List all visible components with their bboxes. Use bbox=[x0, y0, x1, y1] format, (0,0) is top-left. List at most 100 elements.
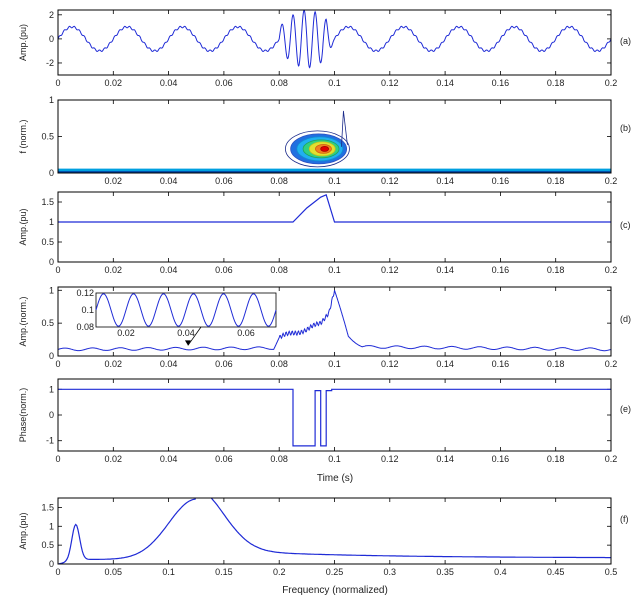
y-tick-label: 0 bbox=[49, 351, 54, 361]
x-tick-label: 0.1 bbox=[328, 78, 341, 88]
x-tick-label: 0.02 bbox=[105, 176, 123, 186]
axes-frame bbox=[57, 99, 612, 174]
x-tick-label: 0.04 bbox=[160, 78, 178, 88]
y-tick-label: 2 bbox=[49, 10, 54, 20]
y-tick-label: 0 bbox=[49, 34, 54, 44]
panel-label-f: (f) bbox=[620, 514, 629, 524]
inset-y-tick-label: 0.08 bbox=[76, 322, 94, 332]
y-tick-label: -2 bbox=[46, 58, 54, 68]
x-tick-label: 0.16 bbox=[492, 78, 510, 88]
x-tick-label: 0.12 bbox=[381, 78, 399, 88]
x-tick-label: 0.12 bbox=[381, 176, 399, 186]
panel-e: Phase(norm.) 0 0.02 0.04 0.06 0.08 0.1 0.12 0.14… bbox=[18, 378, 618, 464]
ylabel: Amp.(norm.) bbox=[18, 296, 28, 346]
x-tick-label: 0 bbox=[55, 454, 60, 464]
panel-c: Amp.(pu) 0 0.02 0.04 0.06 0.08 0.1 0.12 0.14 0.16… bbox=[18, 191, 617, 275]
axes-frame bbox=[57, 191, 612, 263]
y-tick-label: 1 bbox=[49, 95, 54, 105]
x-tick-label: 0.08 bbox=[270, 265, 288, 275]
x-tick-label: 0.1 bbox=[162, 567, 175, 577]
data-line bbox=[58, 193, 611, 223]
x-tick-label: 0.1 bbox=[328, 454, 341, 464]
x-tick-label: 0.06 bbox=[215, 265, 233, 275]
x-tick-label: 0.16 bbox=[492, 359, 510, 369]
y-tick-label: 1.5 bbox=[41, 502, 54, 512]
x-tick-label: 0.18 bbox=[547, 454, 565, 464]
inset-x-tick-label: 0.04 bbox=[177, 328, 195, 338]
x-tick-label: 0.02 bbox=[105, 359, 123, 369]
y-tick-label: 1 bbox=[49, 521, 54, 531]
ylabel: Amp.(pu) bbox=[18, 208, 28, 245]
amplitude-line bbox=[58, 290, 611, 352]
x-tick-label: 0.12 bbox=[381, 265, 399, 275]
x-tick-label: 0 bbox=[55, 359, 60, 369]
x-tick-label: 0.06 bbox=[215, 176, 233, 186]
x-tick-label: 0.1 bbox=[328, 359, 341, 369]
x-tick-label: 0.5 bbox=[605, 567, 618, 577]
axes-frame bbox=[57, 378, 612, 452]
inset: 0.02 0.04 0.06 0.08 0.1 0.12 bbox=[76, 288, 277, 338]
x-tick-label: 0.14 bbox=[436, 454, 454, 464]
inset-line bbox=[95, 293, 277, 327]
axes-frame bbox=[57, 9, 612, 76]
y-tick-label: 1 bbox=[49, 384, 54, 394]
y-tick-label: -1 bbox=[46, 436, 54, 446]
x-tick-label: 0 bbox=[55, 567, 60, 577]
ylabel: Amp.(pu) bbox=[18, 512, 28, 549]
x-tick-label: 0.4 bbox=[494, 567, 507, 577]
signal-line bbox=[58, 10, 611, 69]
x-tick-label: 0.2 bbox=[605, 359, 618, 369]
y-tick-label: 1.5 bbox=[41, 197, 54, 207]
y-tick-label: 1 bbox=[49, 217, 54, 227]
x-tick-label: 0 bbox=[55, 78, 60, 88]
y-tick-label: 0.5 bbox=[41, 540, 54, 550]
panel-a: Amp.(pu) 0 0.02 0.04 0.06 0.08 0.1 0.12 0.14 0.16… bbox=[18, 9, 617, 88]
panel-label-e: (e) bbox=[620, 404, 631, 414]
x-tick-label: 0.12 bbox=[381, 454, 399, 464]
x-tick-label: 0.25 bbox=[326, 567, 344, 577]
time-xlabel: Time (s) bbox=[317, 473, 353, 484]
x-tick-label: 0.14 bbox=[436, 359, 454, 369]
x-tick-label: 0.2 bbox=[273, 567, 286, 577]
plot-area bbox=[58, 110, 611, 173]
y-tick-label: 1 bbox=[49, 285, 54, 295]
x-tick-label: 0.16 bbox=[492, 265, 510, 275]
spectrum-line bbox=[58, 498, 611, 564]
plot-area bbox=[58, 193, 611, 223]
x-tick-label: 0.04 bbox=[160, 265, 178, 275]
contour-level bbox=[320, 146, 330, 152]
x-tick-label: 0.18 bbox=[547, 176, 565, 186]
x-tick-label: 0.06 bbox=[215, 359, 233, 369]
x-tick-label: 0.45 bbox=[547, 567, 565, 577]
inset-y-tick-label: 0.1 bbox=[81, 305, 94, 315]
x-tick-label: 0.06 bbox=[215, 78, 233, 88]
panel-label-a: (a) bbox=[620, 36, 631, 46]
y-tick-label: 0.5 bbox=[41, 237, 54, 247]
x-tick-label: 0.04 bbox=[160, 454, 178, 464]
x-tick-label: 0.02 bbox=[105, 78, 123, 88]
x-tick-label: 0.2 bbox=[605, 176, 618, 186]
heat-baseline-band bbox=[58, 168, 611, 172]
x-tick-label: 0.2 bbox=[605, 454, 618, 464]
panel-b: f (norm.) 0.02 0.04 0.06 0.08 0.1 0.12 0.14 0.16… bbox=[18, 95, 617, 186]
contour-spike bbox=[341, 110, 348, 147]
x-tick-label: 0.35 bbox=[436, 567, 454, 577]
plot-area bbox=[58, 388, 611, 447]
inset-arrow-head bbox=[184, 340, 191, 346]
y-tick-label: 0 bbox=[49, 559, 54, 569]
x-tick-label: 0.06 bbox=[215, 454, 233, 464]
frequency-xlabel: Frequency (normalized) bbox=[282, 585, 388, 596]
inset-x-tick-label: 0.02 bbox=[117, 328, 135, 338]
plot-area bbox=[58, 290, 611, 352]
panel-label-c: (c) bbox=[620, 220, 631, 230]
x-tick-label: 0.08 bbox=[270, 176, 288, 186]
x-tick-label: 0.02 bbox=[105, 265, 123, 275]
panel-f: Amp.(pu) 0 0.05 0.1 0.15 0.2 0.25 0.3 0.35 0.4 0.4… bbox=[18, 497, 618, 577]
panel-label-d: (d) bbox=[620, 314, 631, 324]
ylabel: Amp.(pu) bbox=[18, 24, 28, 61]
inset-arrow bbox=[187, 326, 202, 346]
panel-d: Amp.(norm.) 0 0.02 0.04 0.06 0.08 0.1 0.12 0.14 0… bbox=[18, 285, 617, 369]
y-tick-label: 0.5 bbox=[41, 318, 54, 328]
x-tick-label: 0.02 bbox=[105, 454, 123, 464]
